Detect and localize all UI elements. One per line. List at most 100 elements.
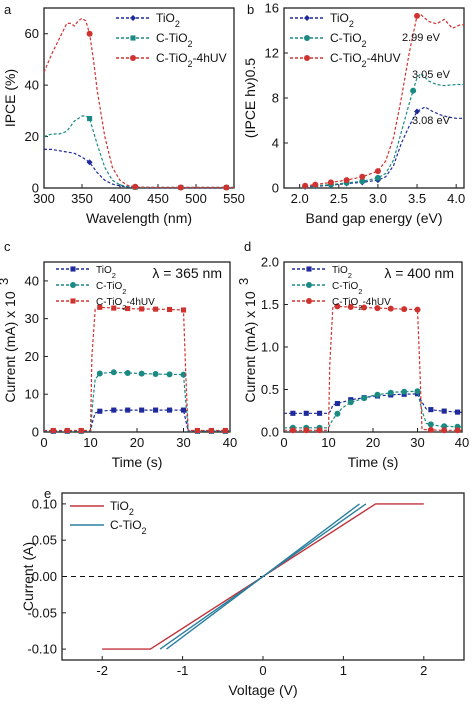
data-point bbox=[132, 183, 139, 190]
data-point bbox=[316, 427, 323, 434]
x-tick-label: 1 bbox=[340, 663, 347, 678]
data-point bbox=[86, 30, 93, 37]
panel-letter-e: e bbox=[44, 486, 51, 501]
x-tick-label: 20 bbox=[366, 435, 380, 450]
x-tick-label: 3.0 bbox=[369, 191, 387, 206]
legend-label: C-TiO2 bbox=[110, 518, 147, 536]
series-line-c-1 bbox=[44, 371, 230, 432]
x-tick-label: 2 bbox=[420, 663, 427, 678]
x-axis-label: Band gap energy (eV) bbox=[306, 210, 443, 226]
data-point bbox=[111, 305, 117, 311]
y-tick-label: 12 bbox=[265, 46, 279, 61]
y-tick-label: 20 bbox=[25, 129, 39, 144]
legend-label: C-TiO2-4hUV bbox=[332, 297, 391, 312]
data-point bbox=[124, 369, 131, 376]
data-point bbox=[334, 400, 340, 407]
data-point bbox=[289, 427, 296, 434]
series-line-d-2 bbox=[284, 305, 462, 431]
legend-marker bbox=[306, 298, 312, 304]
legend-label: TiO2 bbox=[330, 11, 354, 29]
data-point bbox=[401, 306, 408, 313]
data-point bbox=[167, 407, 173, 413]
data-point bbox=[327, 179, 334, 186]
y-tick-label: 0.05 bbox=[32, 533, 57, 548]
data-point bbox=[414, 388, 421, 395]
data-point bbox=[441, 408, 447, 414]
x-axis-label: Time (s) bbox=[348, 454, 399, 470]
y-tick-label: 30 bbox=[25, 311, 39, 326]
x-tick-label: 40 bbox=[455, 435, 469, 450]
y-tick-label: 0.10 bbox=[32, 496, 57, 511]
data-point bbox=[153, 306, 159, 312]
x-tick-label: 400 bbox=[109, 191, 131, 206]
panel-letter-a: a bbox=[4, 2, 12, 17]
data-point bbox=[86, 159, 93, 166]
x-tick-label: 550 bbox=[223, 191, 245, 206]
legend-label: C-TiO2-4hUV bbox=[96, 297, 155, 312]
legend-label: C-TiO2 bbox=[332, 281, 362, 296]
legend-marker bbox=[70, 298, 76, 304]
legend-label: TiO2 bbox=[110, 499, 134, 517]
x-axis-label: Time (s) bbox=[112, 454, 163, 470]
y-tick-label: 0.0 bbox=[261, 425, 279, 440]
data-point bbox=[223, 184, 230, 191]
data-point bbox=[427, 421, 434, 428]
legend-label: TiO2 bbox=[96, 265, 116, 280]
data-point bbox=[441, 427, 448, 434]
data-point bbox=[177, 184, 184, 191]
y-tick-label: 1.0 bbox=[261, 340, 279, 355]
x-tick-label: 0 bbox=[40, 435, 47, 450]
band-gap-annotation: 2.99 eV bbox=[402, 32, 441, 44]
y-tick-label: 8 bbox=[272, 91, 279, 106]
data-point bbox=[374, 168, 381, 175]
y-tick-label: 60 bbox=[25, 26, 39, 41]
data-point bbox=[359, 178, 366, 185]
series-line-b-2 bbox=[305, 14, 464, 187]
x-tick-label: 10 bbox=[321, 435, 335, 450]
y-tick-label: 40 bbox=[25, 273, 39, 288]
data-point bbox=[50, 427, 56, 434]
data-point bbox=[414, 108, 421, 115]
data-point bbox=[347, 399, 354, 406]
x-tick-label: 10 bbox=[83, 435, 97, 450]
legend-label: C-TiO2 bbox=[330, 31, 367, 49]
data-point bbox=[361, 304, 368, 311]
legend-label: C-TiO2-4hUV bbox=[156, 51, 227, 69]
band-gap-annotation: 3.08 eV bbox=[412, 115, 451, 127]
x-tick-label: 40 bbox=[223, 435, 237, 450]
data-point bbox=[361, 395, 368, 402]
plot-frame-d bbox=[283, 261, 463, 433]
panel-letter-b: b bbox=[247, 2, 254, 17]
y-axis-label: IPCE (%) bbox=[2, 69, 18, 127]
x-tick-label: 30 bbox=[176, 435, 190, 450]
data-point bbox=[290, 410, 296, 416]
data-point bbox=[347, 304, 354, 311]
panel-letter-d: d bbox=[244, 239, 251, 254]
wavelength-annotation: λ = 365 nm bbox=[152, 265, 222, 281]
data-point bbox=[302, 182, 309, 189]
data-point bbox=[343, 177, 350, 184]
data-point bbox=[139, 407, 145, 413]
y-tick-label: 16 bbox=[265, 1, 279, 16]
x-tick-label: -1 bbox=[177, 663, 189, 678]
data-point bbox=[334, 303, 341, 310]
band-gap-annotation: 3.05 eV bbox=[412, 69, 451, 81]
data-point bbox=[222, 427, 228, 434]
data-point bbox=[96, 370, 103, 377]
data-point bbox=[334, 410, 341, 417]
series-line-a-2 bbox=[43, 17, 234, 189]
x-tick-label: 30 bbox=[410, 435, 424, 450]
legend-marker bbox=[70, 282, 76, 288]
data-point bbox=[374, 391, 381, 398]
y-tick-label: 0 bbox=[32, 181, 39, 196]
legend-marker bbox=[304, 55, 310, 61]
data-point bbox=[303, 427, 310, 434]
data-point bbox=[387, 389, 394, 396]
data-point bbox=[317, 410, 323, 416]
y-tick-label: 20 bbox=[25, 349, 39, 364]
y-tick-label: 0.00 bbox=[32, 569, 57, 584]
data-point bbox=[455, 409, 461, 415]
data-point bbox=[110, 369, 117, 376]
x-axis-label: Wavelength (nm) bbox=[86, 210, 192, 226]
series-line-b-1 bbox=[305, 72, 464, 187]
